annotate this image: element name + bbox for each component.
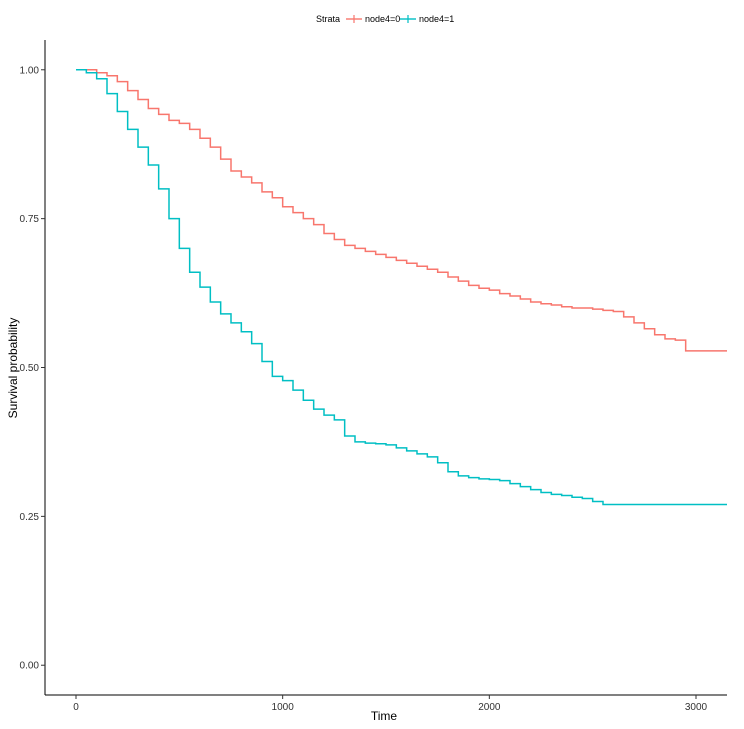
x-tick-label: 3000	[685, 702, 708, 713]
legend-title: Strata	[316, 14, 340, 24]
x-tick-label: 2000	[478, 702, 501, 713]
x-axis-ticks: 0 1000 2000 3000	[73, 695, 708, 713]
y-tick-label: 1.00	[20, 65, 40, 76]
plot-area: 0.00 0.25 0.50 0.75 1.00 0 1000 2000 3000	[20, 40, 727, 713]
y-tick-label: 0.50	[20, 363, 40, 374]
x-tick-label: 1000	[272, 702, 295, 713]
x-tick-label: 0	[73, 702, 79, 713]
series-line-node4-0	[76, 69, 727, 352]
series-layer	[76, 69, 727, 506]
series-line-node4-1	[76, 69, 727, 506]
x-axis-title: Time	[371, 709, 398, 723]
y-tick-label: 0.75	[20, 214, 40, 225]
legend: Strata node4=0 node4=1	[316, 14, 454, 24]
y-axis-title: Survival probability	[6, 318, 20, 419]
y-tick-label: 0.00	[20, 661, 40, 672]
legend-label-node4-1: node4=1	[419, 14, 454, 24]
y-axis-ticks: 0.00 0.25 0.50 0.75 1.00	[20, 65, 45, 672]
legend-label-node4-0: node4=0	[365, 14, 400, 24]
y-tick-label: 0.25	[20, 512, 40, 523]
